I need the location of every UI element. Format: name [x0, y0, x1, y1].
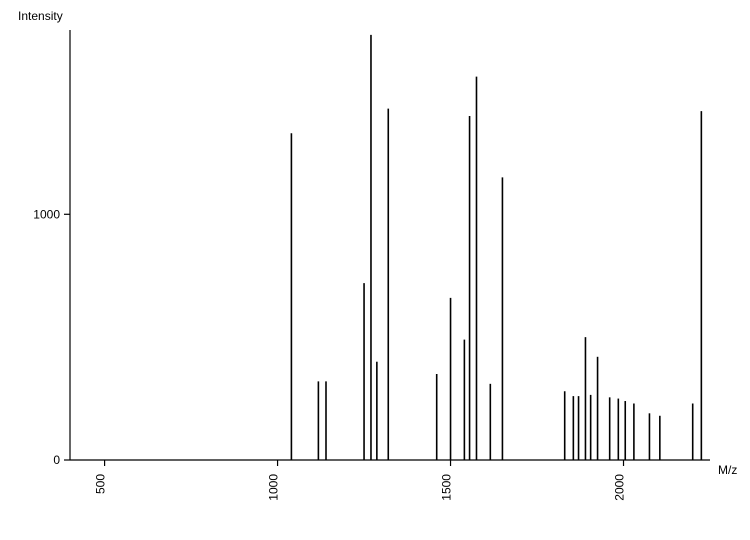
y-tick-label: 1000: [33, 207, 60, 221]
x-tick-label: 1000: [267, 474, 281, 501]
x-tick-label: 500: [94, 474, 108, 494]
mass-spectrum-chart: 0 1000 500 1000 1500 2000 Intensity M/z: [0, 0, 750, 540]
x-axis-label: M/z: [718, 463, 737, 477]
y-axis-label: Intensity: [18, 9, 63, 23]
x-tick-label: 2000: [613, 474, 627, 501]
y-tick-label: 0: [53, 453, 60, 467]
x-tick-label: 1500: [440, 474, 454, 501]
